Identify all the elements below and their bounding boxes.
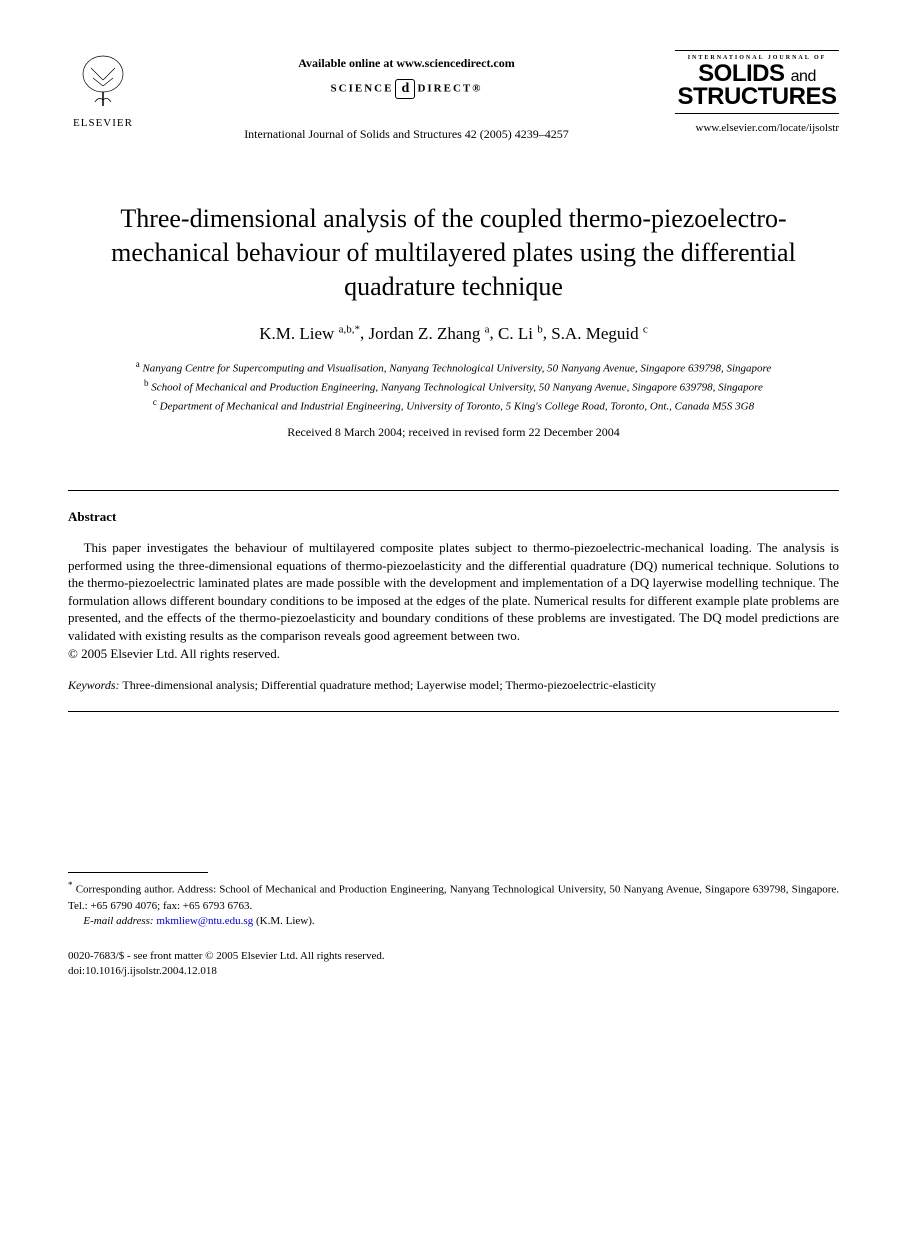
author-2: Jordan Z. Zhang a bbox=[368, 324, 489, 343]
keywords-line: Keywords: Three-dimensional analysis; Di… bbox=[68, 678, 839, 693]
science-post: DIRECT® bbox=[417, 83, 482, 95]
email-link[interactable]: mkmliew@ntu.edu.sg bbox=[156, 915, 253, 927]
affiliations: a Nanyang Centre for Supercomputing and … bbox=[68, 358, 839, 415]
elsevier-logo: ELSEVIER bbox=[68, 50, 138, 129]
issn-line: 0020-7683/$ - see front matter © 2005 El… bbox=[68, 949, 839, 963]
footnote-block: * Corresponding author. Address: School … bbox=[68, 879, 839, 929]
email-label: E-mail address: bbox=[83, 915, 153, 927]
science-pre: SCIENCE bbox=[331, 83, 394, 95]
abstract-body: This paper investigates the behaviour of… bbox=[68, 539, 839, 644]
affiliation-c: c Department of Mechanical and Industria… bbox=[68, 396, 839, 415]
doi-line: doi:10.1016/j.ijsolstr.2004.12.018 bbox=[68, 964, 839, 978]
abstract-heading: Abstract bbox=[68, 509, 839, 525]
authors-line: K.M. Liew a,b,*, Jordan Z. Zhang a, C. L… bbox=[68, 323, 839, 344]
journal-reference: International Journal of Solids and Stru… bbox=[138, 127, 675, 142]
corresponding-footnote: * Corresponding author. Address: School … bbox=[68, 879, 839, 913]
header-row: ELSEVIER Available online at www.science… bbox=[68, 50, 839, 142]
elsevier-tree-icon bbox=[73, 50, 133, 110]
author-3: C. Li b bbox=[498, 324, 543, 343]
journal-logo-block: INTERNATIONAL JOURNAL OF SOLIDS and STRU… bbox=[675, 50, 839, 134]
elsevier-label: ELSEVIER bbox=[68, 117, 138, 129]
article-title: Three-dimensional analysis of the couple… bbox=[108, 202, 799, 303]
author-1: K.M. Liew a,b,* bbox=[259, 324, 360, 343]
journal-url: www.elsevier.com/locate/ijsolstr bbox=[675, 122, 839, 134]
journal-logo-line2: STRUCTURES bbox=[677, 83, 836, 110]
keywords-label: Keywords: bbox=[68, 678, 120, 692]
affiliation-b: b School of Mechanical and Production En… bbox=[68, 377, 839, 396]
footnote-separator bbox=[68, 872, 208, 873]
abstract-copyright: © 2005 Elsevier Ltd. All rights reserved… bbox=[68, 646, 839, 662]
journal-logo-main: SOLIDS and STRUCTURES bbox=[675, 63, 839, 109]
divider-bottom bbox=[68, 711, 839, 712]
at-icon: d bbox=[395, 79, 415, 99]
sciencedirect-logo: SCIENCEdDIRECT® bbox=[138, 79, 675, 99]
email-person: (K.M. Liew). bbox=[256, 915, 315, 927]
affiliation-a: a Nanyang Centre for Supercomputing and … bbox=[68, 358, 839, 377]
available-online-text: Available online at www.sciencedirect.co… bbox=[138, 56, 675, 71]
page-container: ELSEVIER Available online at www.science… bbox=[0, 0, 907, 1018]
journal-logo-box: INTERNATIONAL JOURNAL OF SOLIDS and STRU… bbox=[675, 50, 839, 114]
received-dates: Received 8 March 2004; received in revis… bbox=[68, 425, 839, 440]
keywords-text: Three-dimensional analysis; Differential… bbox=[122, 678, 656, 692]
center-header: Available online at www.sciencedirect.co… bbox=[138, 50, 675, 142]
bottom-info: 0020-7683/$ - see front matter © 2005 El… bbox=[68, 949, 839, 978]
email-footnote: E-mail address: mkmliew@ntu.edu.sg (K.M.… bbox=[68, 914, 839, 929]
divider-top bbox=[68, 490, 839, 491]
author-4: S.A. Meguid c bbox=[551, 324, 648, 343]
